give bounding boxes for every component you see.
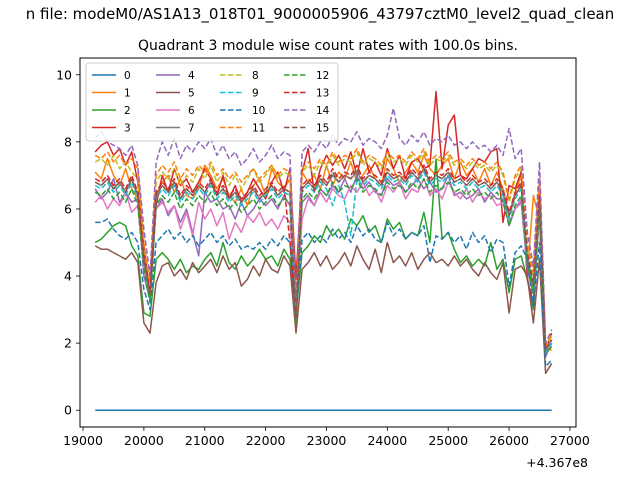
series-line-1	[94, 154, 552, 351]
legend-label-12: 12	[316, 70, 329, 82]
x-tick-label: 22000	[246, 433, 286, 448]
chart-title: Quadrant 3 module wise count rates with …	[138, 38, 518, 54]
legend-label-4: 4	[188, 70, 195, 82]
legend-label-2: 2	[124, 105, 131, 117]
series-line-9	[94, 171, 553, 354]
legend-label-7: 7	[188, 123, 195, 135]
legend-label-9: 9	[252, 88, 259, 100]
legend-label-5: 5	[188, 88, 195, 100]
x-tick-label: 24000	[367, 433, 407, 448]
y-tick-label: 10	[56, 67, 72, 82]
x-axis: 19000 20000 21000 22000 23000 24000 25000 26000…	[63, 427, 590, 448]
x-tick-label: 19000	[63, 433, 103, 448]
series-line-11	[94, 147, 553, 348]
series-line-10	[95, 218, 553, 368]
legend-label-3: 3	[124, 123, 131, 135]
series-layer	[94, 90, 553, 411]
y-tick-label: 4	[64, 269, 72, 284]
legend-label-10: 10	[252, 105, 265, 117]
legend-label-1: 1	[124, 88, 131, 100]
x-tick-label: 25000	[428, 433, 468, 448]
series-line-5	[94, 241, 553, 375]
x-axis-offset-label: +4.367e8	[526, 455, 588, 470]
series-line-2	[94, 157, 553, 354]
y-axis: 0 2 4 6 8 10	[56, 67, 80, 418]
legend-label-13: 13	[316, 88, 329, 100]
series-line-8	[94, 151, 553, 348]
x-tick-label: 23000	[307, 433, 347, 448]
y-tick-label: 6	[64, 201, 72, 216]
x-tick-label: 26000	[489, 433, 529, 448]
x-tick-label: 20000	[124, 433, 164, 448]
series-line-13	[94, 164, 553, 351]
x-tick-label: 21000	[185, 433, 225, 448]
legend-label-14: 14	[316, 105, 330, 117]
legend-frame	[85, 62, 339, 142]
legend-label-15: 15	[316, 123, 329, 135]
legend-label-8: 8	[252, 70, 259, 82]
y-tick-label: 0	[64, 403, 72, 418]
series-line-14	[94, 107, 553, 344]
series-line-15	[94, 167, 553, 351]
plot-area-frame	[79, 57, 577, 428]
legend-label-6: 6	[188, 105, 195, 117]
y-tick-label: 8	[64, 134, 72, 149]
y-tick-label: 2	[64, 336, 72, 351]
series-line-12	[94, 178, 553, 354]
chart-suptitle: n file: modeM0/AS1A13_018T01_9000005906_…	[26, 5, 615, 24]
series-line-6	[94, 178, 553, 354]
legend-label-11: 11	[252, 123, 265, 135]
x-tick-label: 27000	[550, 433, 590, 448]
legend-label-0: 0	[124, 70, 131, 82]
